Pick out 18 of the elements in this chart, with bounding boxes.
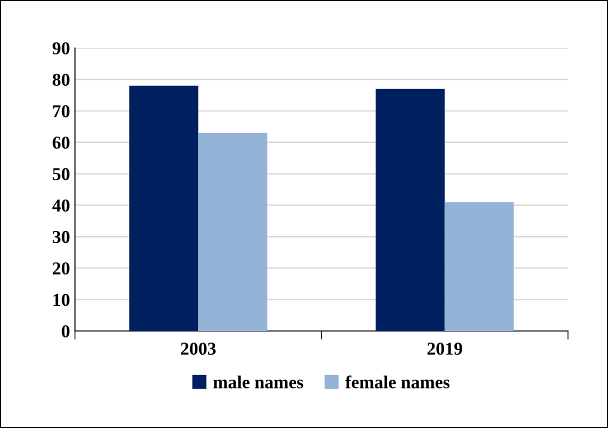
y-tick-label: 90	[52, 42, 70, 54]
y-tick-label: 40	[52, 199, 70, 212]
y-tick-label: 70	[53, 105, 70, 118]
y-tick-label: 30	[52, 230, 70, 244]
y-tick-label: 0	[62, 325, 70, 338]
y-tick-label: 80	[52, 74, 70, 86]
bar	[444, 202, 514, 331]
y-tick-label: 60	[52, 136, 70, 149]
legend-label: male names	[213, 376, 304, 388]
y-tick-label: 50	[52, 168, 70, 180]
x-tick-label: 2003	[180, 342, 216, 355]
y-tick-label: 20	[52, 262, 70, 275]
y-tick-label: 10	[54, 294, 70, 306]
x-tick-label: 2019	[427, 342, 462, 355]
bar	[376, 88, 445, 331]
bar	[129, 86, 198, 331]
bar	[198, 132, 268, 331]
legend-label: female names	[345, 375, 450, 388]
